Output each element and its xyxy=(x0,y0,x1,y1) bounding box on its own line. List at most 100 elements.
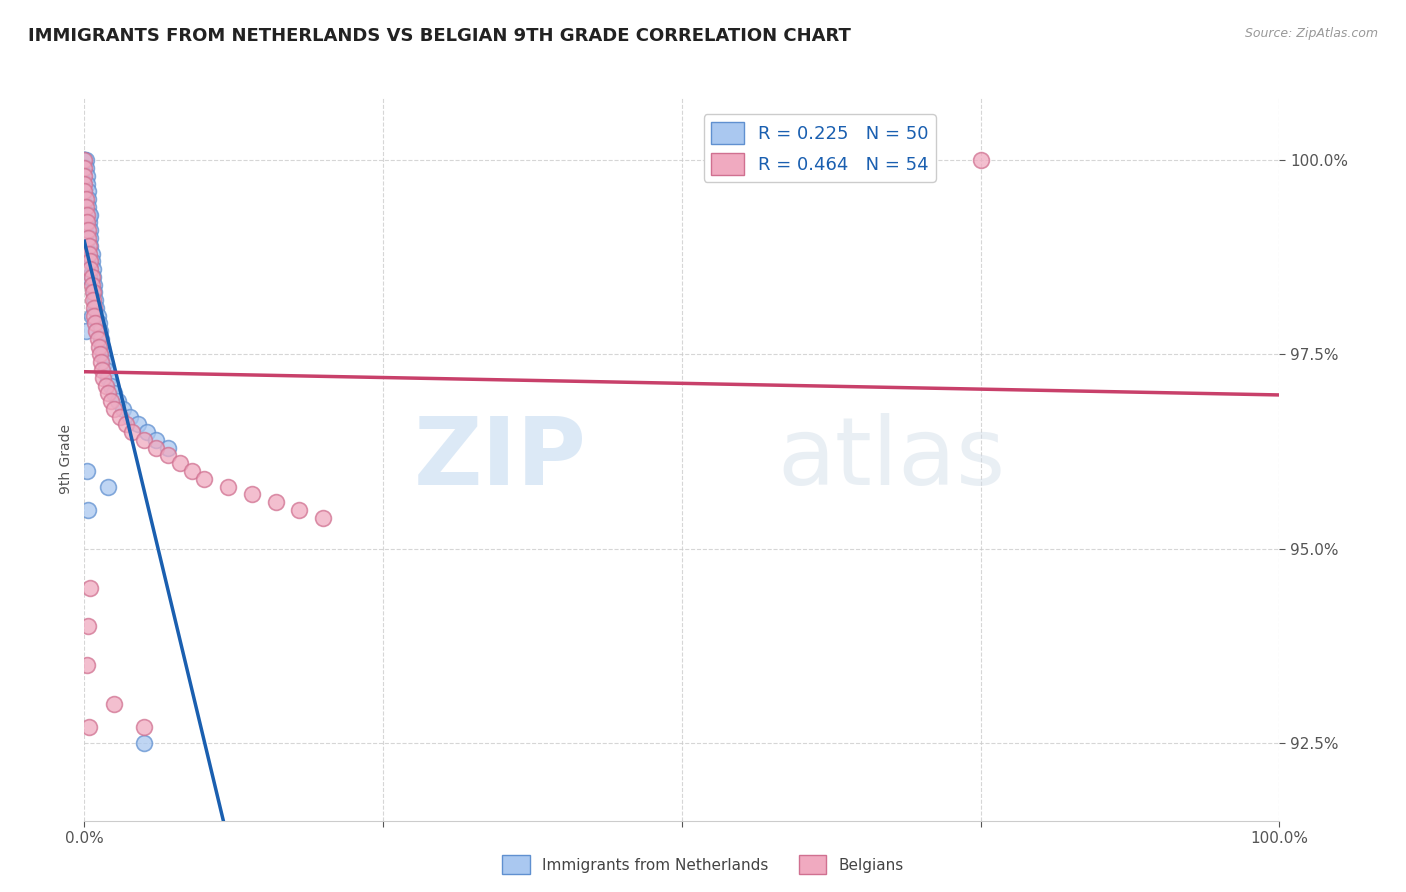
Point xyxy=(157,441,180,455)
Point xyxy=(132,433,156,447)
Point xyxy=(82,262,104,277)
Point xyxy=(93,371,115,385)
Point xyxy=(87,317,110,331)
Y-axis label: 9th Grade: 9th Grade xyxy=(59,425,73,494)
Point xyxy=(80,246,103,260)
Point xyxy=(77,619,100,633)
Point xyxy=(73,153,96,168)
Point xyxy=(111,401,134,416)
Point xyxy=(73,153,96,168)
Point xyxy=(77,200,100,214)
Point xyxy=(73,169,96,183)
Point xyxy=(77,238,100,252)
Point xyxy=(181,464,204,478)
Point xyxy=(76,208,98,222)
Point xyxy=(82,293,104,307)
Point xyxy=(77,231,100,245)
Point xyxy=(89,324,111,338)
Point xyxy=(100,378,122,392)
Point xyxy=(118,409,141,424)
Point xyxy=(77,192,100,206)
Point xyxy=(79,231,101,245)
Legend: Immigrants from Netherlands, Belgians: Immigrants from Netherlands, Belgians xyxy=(496,849,910,880)
Point xyxy=(83,285,105,300)
Point xyxy=(79,254,101,268)
Point xyxy=(80,254,103,268)
Point xyxy=(76,658,98,673)
Point xyxy=(73,153,96,168)
Point xyxy=(80,269,103,284)
Point xyxy=(169,456,191,470)
Text: ZIP: ZIP xyxy=(413,413,586,506)
Point xyxy=(75,192,97,206)
Text: IMMIGRANTS FROM NETHERLANDS VS BELGIAN 9TH GRADE CORRELATION CHART: IMMIGRANTS FROM NETHERLANDS VS BELGIAN 9… xyxy=(28,27,851,45)
Point xyxy=(83,277,105,292)
Point xyxy=(132,736,156,750)
Point xyxy=(76,177,98,191)
Point xyxy=(145,441,167,455)
Point xyxy=(82,285,104,300)
Point xyxy=(312,510,335,524)
Point xyxy=(90,355,112,369)
Point xyxy=(80,277,103,292)
Point xyxy=(132,720,156,734)
Point xyxy=(75,153,97,168)
Point xyxy=(94,363,117,377)
Point xyxy=(75,161,97,175)
Point xyxy=(91,340,114,354)
Point xyxy=(127,417,149,432)
Point xyxy=(121,425,143,440)
Point xyxy=(77,208,100,222)
Point xyxy=(79,238,101,252)
Point xyxy=(77,720,100,734)
Point xyxy=(73,161,96,175)
Point xyxy=(86,309,108,323)
Point xyxy=(77,223,100,237)
Point xyxy=(77,215,100,229)
Point xyxy=(75,324,97,338)
Point xyxy=(93,355,115,369)
Point xyxy=(76,215,98,229)
Point xyxy=(93,347,115,361)
Point xyxy=(86,301,108,315)
Point xyxy=(75,200,97,214)
Point xyxy=(79,581,101,595)
Point xyxy=(73,177,96,191)
Point xyxy=(86,324,108,338)
Point xyxy=(90,332,112,346)
Point xyxy=(135,425,157,440)
Point xyxy=(89,347,111,361)
Point xyxy=(87,340,110,354)
Point xyxy=(76,464,98,478)
Point xyxy=(100,394,122,409)
Point xyxy=(73,153,96,168)
Point xyxy=(103,386,125,401)
Point xyxy=(103,401,125,416)
Point xyxy=(91,363,114,377)
Point xyxy=(73,153,96,168)
Point xyxy=(86,332,108,346)
Legend: R = 0.225   N = 50, R = 0.464   N = 54: R = 0.225 N = 50, R = 0.464 N = 54 xyxy=(704,114,936,182)
Point xyxy=(82,269,104,284)
Point xyxy=(79,208,101,222)
Point xyxy=(77,503,100,517)
Point xyxy=(97,386,120,401)
Point xyxy=(240,487,263,501)
Point xyxy=(217,479,239,493)
Point xyxy=(80,309,103,323)
Point xyxy=(76,169,98,183)
Point xyxy=(115,417,138,432)
Point xyxy=(145,433,167,447)
Point xyxy=(79,223,101,237)
Point xyxy=(83,301,105,315)
Point xyxy=(193,472,215,486)
Point xyxy=(73,185,96,199)
Point xyxy=(107,394,129,409)
Point xyxy=(157,449,180,463)
Point xyxy=(288,503,311,517)
Point xyxy=(110,409,132,424)
Point xyxy=(79,262,101,277)
Point xyxy=(84,317,107,331)
Text: atlas: atlas xyxy=(778,413,1005,506)
Point xyxy=(77,185,100,199)
